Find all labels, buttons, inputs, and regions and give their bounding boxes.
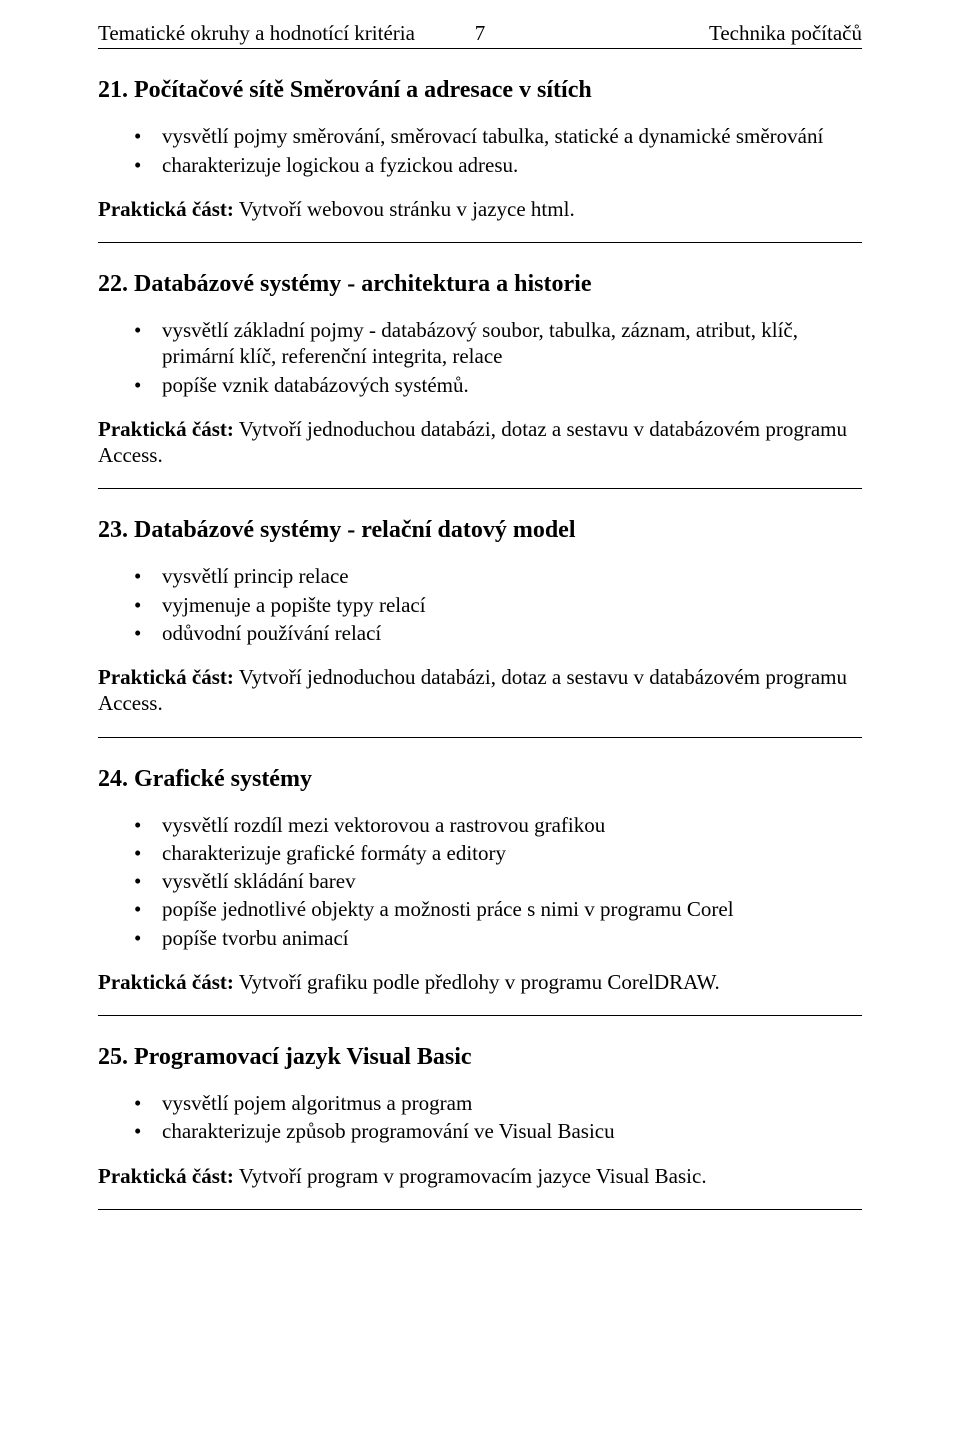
bullet-list: vysvětlí pojmy směrování, směrovací tabu… [98, 123, 862, 178]
list-item: charakterizuje logickou a fyzickou adres… [134, 152, 862, 178]
section-21: 21. Počítačové sítě Směrování a adresace… [98, 75, 862, 222]
section-25: 25. Programovací jazyk Visual Basic vysv… [98, 1042, 862, 1189]
list-item: popíše tvorbu animací [134, 925, 862, 951]
section-title: 22. Databázové systémy - architektura a … [98, 269, 862, 299]
section-divider [98, 737, 862, 738]
bullet-list: vysvětlí základní pojmy - databázový sou… [98, 317, 862, 398]
header-page-number: 7 [450, 20, 510, 46]
list-item: vysvětlí základní pojmy - databázový sou… [134, 317, 862, 370]
practical-paragraph: Praktická část: Vytvoří jednoduchou data… [98, 664, 862, 717]
page-header: Tematické okruhy a hodnotící kritéria 7 … [98, 20, 862, 49]
section-title: 21. Počítačové sítě Směrování a adresace… [98, 75, 862, 105]
section-title: 23. Databázové systémy - relační datový … [98, 515, 862, 545]
practical-paragraph: Praktická část: Vytvoří jednoduchou data… [98, 416, 862, 469]
list-item: vysvětlí pojem algoritmus a program [134, 1090, 862, 1116]
bullet-list: vysvětlí pojem algoritmus a program char… [98, 1090, 862, 1145]
practical-text: Vytvoří program v programovacím jazyce V… [234, 1164, 707, 1188]
list-item: vysvětlí pojmy směrování, směrovací tabu… [134, 123, 862, 149]
section-divider [98, 1015, 862, 1016]
section-divider [98, 488, 862, 489]
list-item: odůvodní používání relací [134, 620, 862, 646]
section-24: 24. Grafické systémy vysvětlí rozdíl mez… [98, 764, 862, 996]
practical-text: Vytvoří grafiku podle předlohy v program… [234, 970, 720, 994]
practical-paragraph: Praktická část: Vytvoří webovou stránku … [98, 196, 862, 222]
list-item: popíše vznik databázových systémů. [134, 372, 862, 398]
practical-label: Praktická část: [98, 417, 234, 441]
header-left: Tematické okruhy a hodnotící kritéria [98, 20, 450, 46]
list-item: vysvětlí princip relace [134, 563, 862, 589]
bullet-list: vysvětlí rozdíl mezi vektorovou a rastro… [98, 812, 862, 951]
section-title: 25. Programovací jazyk Visual Basic [98, 1042, 862, 1072]
bullet-list: vysvětlí princip relace vyjmenuje a popi… [98, 563, 862, 646]
practical-label: Praktická část: [98, 1164, 234, 1188]
list-item: charakterizuje způsob programování ve Vi… [134, 1118, 862, 1144]
practical-text: Vytvoří webovou stránku v jazyce html. [234, 197, 575, 221]
header-right: Technika počítačů [510, 20, 862, 46]
section-title: 24. Grafické systémy [98, 764, 862, 794]
practical-paragraph: Praktická část: Vytvoří grafiku podle př… [98, 969, 862, 995]
section-23: 23. Databázové systémy - relační datový … [98, 515, 862, 716]
section-divider [98, 242, 862, 243]
section-divider [98, 1209, 862, 1210]
practical-label: Praktická část: [98, 970, 234, 994]
list-item: vysvětlí skládání barev [134, 868, 862, 894]
practical-label: Praktická část: [98, 665, 234, 689]
list-item: vysvětlí rozdíl mezi vektorovou a rastro… [134, 812, 862, 838]
list-item: charakterizuje grafické formáty a editor… [134, 840, 862, 866]
list-item: popíše jednotlivé objekty a možnosti prá… [134, 896, 862, 922]
list-item: vyjmenuje a popište typy relací [134, 592, 862, 618]
practical-paragraph: Praktická část: Vytvoří program v progra… [98, 1163, 862, 1189]
practical-label: Praktická část: [98, 197, 234, 221]
section-22: 22. Databázové systémy - architektura a … [98, 269, 862, 468]
